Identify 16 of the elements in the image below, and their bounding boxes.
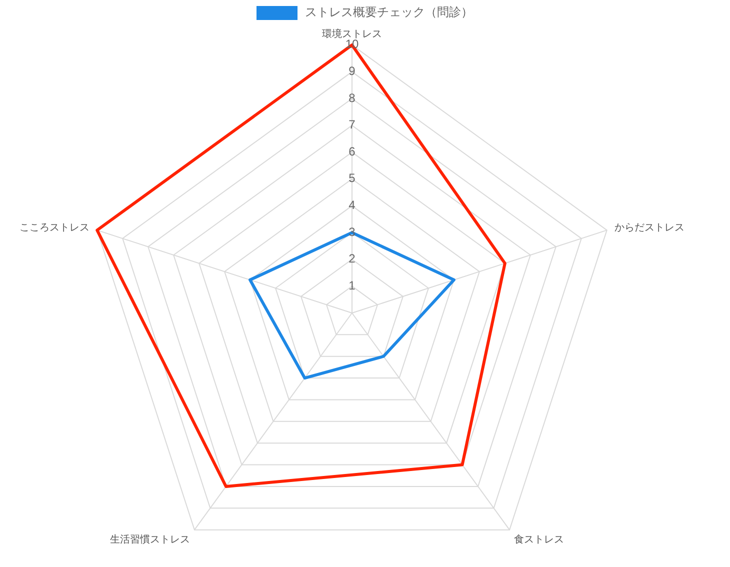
y-tick-label: 6 (348, 144, 356, 158)
y-tick-label: 9 (348, 64, 356, 78)
spoke-label: からだストレス (614, 222, 684, 234)
spoke-label: こころストレス (20, 222, 90, 234)
y-tick-label: 8 (348, 90, 356, 105)
y-tick-label: 4 (348, 198, 356, 212)
y-tick-label: 7 (348, 118, 356, 132)
legend: ストレス概要チェック（問診） (256, 5, 473, 20)
y-tick-label: 2 (348, 252, 356, 266)
spoke-label: 環境ストレス (322, 28, 382, 40)
y-tick-label: 5 (348, 171, 356, 186)
legend-label: ストレス概要チェック（問診） (305, 5, 473, 20)
spoke-label: 食ストレス (514, 534, 564, 546)
y-tick-label: 1 (348, 278, 356, 292)
spoke-label: 生活習慣ストレス (110, 534, 190, 546)
y-tick-label: 3 (348, 224, 356, 239)
